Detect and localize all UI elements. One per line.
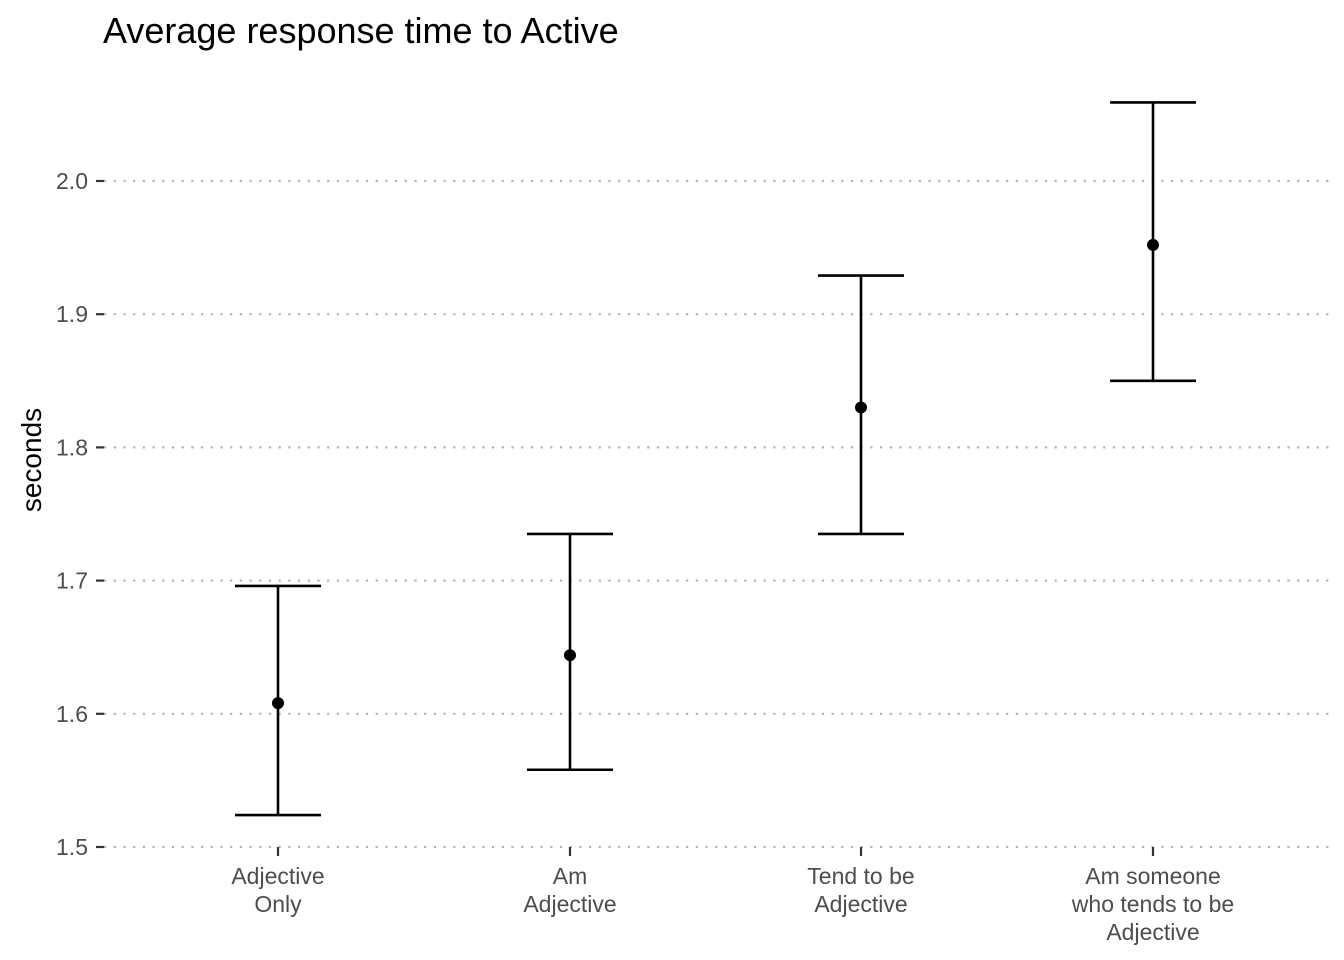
- chart-title: Average response time to Active: [103, 10, 619, 51]
- mean-point: [855, 401, 867, 414]
- mean-point: [564, 649, 576, 662]
- y-tick-label: 1.7: [56, 568, 88, 594]
- x-tick-label: Am Adjective: [523, 863, 616, 917]
- x-tick-label: Am someone who tends to be Adjective: [1071, 863, 1234, 945]
- error-bars: [235, 101, 1196, 817]
- y-tick-label: 1.6: [56, 701, 88, 727]
- x-axis-ticks: Adjective Only Am Adjective Tend to be Adject…: [231, 847, 1234, 945]
- gridlines: [104, 179, 1330, 849]
- y-tick-label: 1.5: [56, 834, 88, 860]
- y-axis-ticks: 1.5 1.6 1.7 1.8 1.9 2.0: [56, 168, 104, 860]
- y-tick-label: 1.9: [56, 301, 88, 327]
- mean-point: [1147, 238, 1159, 251]
- y-axis-label: seconds: [16, 408, 47, 512]
- mean-point: [272, 697, 284, 710]
- y-tick-label: 1.8: [56, 434, 88, 460]
- x-tick-label: Tend to be Adjective: [807, 863, 914, 917]
- y-tick-label: 2.0: [56, 168, 88, 194]
- x-tick-label: Adjective Only: [231, 863, 324, 917]
